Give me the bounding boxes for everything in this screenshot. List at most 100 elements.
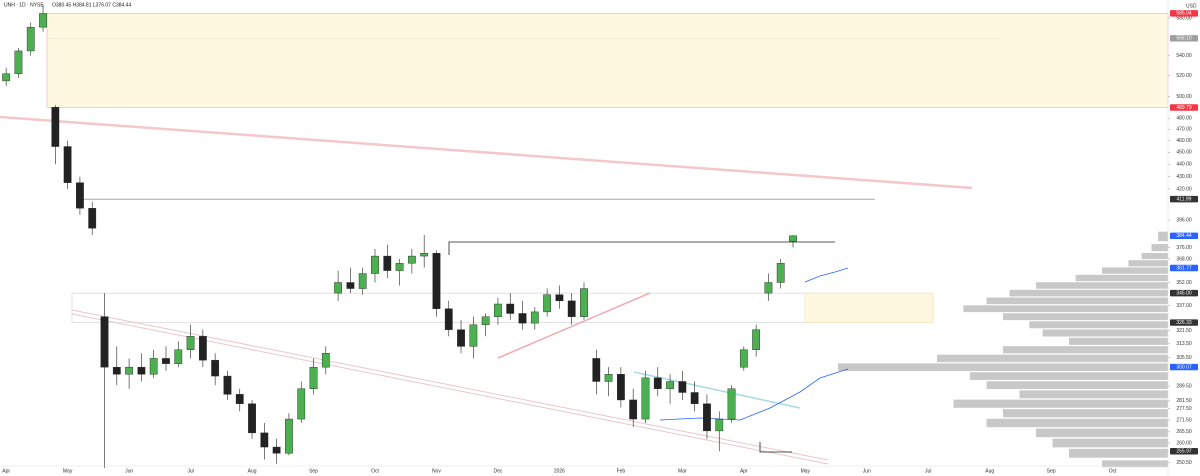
y-tick-label: 420.00 [1176, 186, 1192, 192]
y-tick-label: 321.50 [1176, 328, 1192, 334]
candle-body [764, 282, 773, 294]
candle-body [420, 253, 429, 257]
profile-bar [1102, 460, 1168, 468]
profile-bar [1158, 231, 1168, 242]
price-label-bg [1170, 104, 1198, 111]
candle-body [63, 146, 72, 183]
x-tick-label: May [801, 468, 811, 474]
profile-bar [1042, 329, 1168, 337]
candle-body [678, 381, 687, 393]
x-tick-label: Aug [248, 468, 257, 474]
price-label-bg [1170, 35, 1198, 42]
y-tick-label: 480.00 [1176, 116, 1192, 122]
price-label: 384.44 [1176, 233, 1192, 239]
candle-body [543, 294, 552, 313]
candle-body [752, 329, 761, 350]
candle-body [223, 375, 232, 395]
candle-body [383, 255, 392, 271]
price-label-bg [1170, 319, 1198, 326]
candle-body [432, 253, 441, 309]
candle-body [715, 418, 724, 432]
profile-bar [1151, 243, 1168, 252]
zones [46, 13, 1169, 323]
y-tick-label: 580.00 [1176, 15, 1192, 21]
x-tick-label: Jun [863, 468, 871, 474]
candle-body [112, 366, 121, 375]
candle-body [39, 13, 47, 28]
trend-line [497, 292, 651, 359]
price-label-bg [1170, 448, 1198, 455]
y-tick-label: 313.50 [1176, 341, 1192, 347]
candle-body [457, 329, 465, 347]
price-label: 300.07 [1176, 364, 1192, 370]
x-tick-label: Dec [493, 468, 502, 474]
y-tick-label: 281.50 [1176, 398, 1192, 404]
y-tick-label: 430.00 [1176, 174, 1192, 180]
price-label: 326.33 [1176, 320, 1192, 326]
moving-average [804, 267, 849, 283]
price-label: 361.77 [1176, 265, 1192, 271]
candle-body [51, 107, 60, 147]
x-tick-label: Oct [371, 468, 379, 474]
candle-body [26, 26, 35, 52]
profile-bar [838, 363, 1168, 371]
y-tick-label: 368.00 [1176, 256, 1192, 262]
profile-bar [1141, 253, 1168, 260]
x-tick-label: Jul [925, 468, 931, 474]
range-line [448, 241, 835, 255]
x-tick-label: Feb [617, 468, 626, 474]
y-tick-label: 337.00 [1176, 303, 1192, 309]
candle-body [174, 349, 183, 364]
price-label-bg [1170, 363, 1198, 371]
y-tick-label: 265.50 [1176, 429, 1192, 435]
x-tick-label: Jul [187, 468, 193, 474]
candle-body [235, 394, 244, 404]
trend-line [71, 309, 829, 461]
x-tick-label: Apr [740, 468, 748, 474]
y-tick-label: 277.50 [1176, 406, 1192, 412]
supply-zone [46, 13, 1169, 108]
currency-label: USD [1186, 3, 1197, 9]
candle-body [530, 311, 539, 324]
price-label-bg [1170, 264, 1198, 272]
candle-body [334, 282, 342, 294]
candle-body [260, 432, 269, 448]
y-tick-label: 396.00 [1176, 217, 1192, 223]
y-tick-label: 260.00 [1176, 440, 1192, 446]
trend-line [0, 115, 973, 190]
price-label: 411.99 [1177, 196, 1192, 202]
demand-zone [804, 292, 934, 323]
x-tick-label: Apr [2, 468, 10, 474]
x-tick-label: Mar [678, 468, 687, 474]
y-tick-label: 352.00 [1176, 280, 1192, 286]
candle-body [285, 418, 293, 454]
x-tick-label: Jun [125, 468, 133, 474]
candle-body [211, 359, 220, 377]
trend-line [633, 371, 801, 409]
candle-body [272, 446, 281, 454]
y-tick-label: 250.50 [1176, 460, 1192, 466]
y-tick-label: 305.50 [1176, 355, 1192, 361]
profile-bar [970, 372, 1168, 380]
profile-bar [1036, 428, 1168, 438]
x-tick-label: May [63, 468, 73, 474]
candle-body [518, 313, 527, 324]
candle-body [407, 255, 416, 264]
price-label: 255.97 [1176, 449, 1192, 455]
profile-bar [953, 399, 1168, 408]
candle-body [592, 358, 601, 382]
y-tick-label: 540.00 [1176, 53, 1192, 59]
profile-bar [1009, 289, 1168, 297]
x-tick-label: Oct [1109, 468, 1117, 474]
candle-body [309, 366, 318, 389]
candle-body [346, 282, 355, 289]
price-label-bg [1170, 10, 1198, 17]
candle-body [727, 388, 736, 420]
candle-body [666, 381, 674, 389]
profile-bar [1102, 267, 1168, 274]
profile-bar [1128, 260, 1168, 267]
candle-body [125, 366, 133, 375]
candle-body [567, 300, 576, 317]
profile-bar [1036, 282, 1168, 289]
profile-bar [1029, 321, 1168, 329]
